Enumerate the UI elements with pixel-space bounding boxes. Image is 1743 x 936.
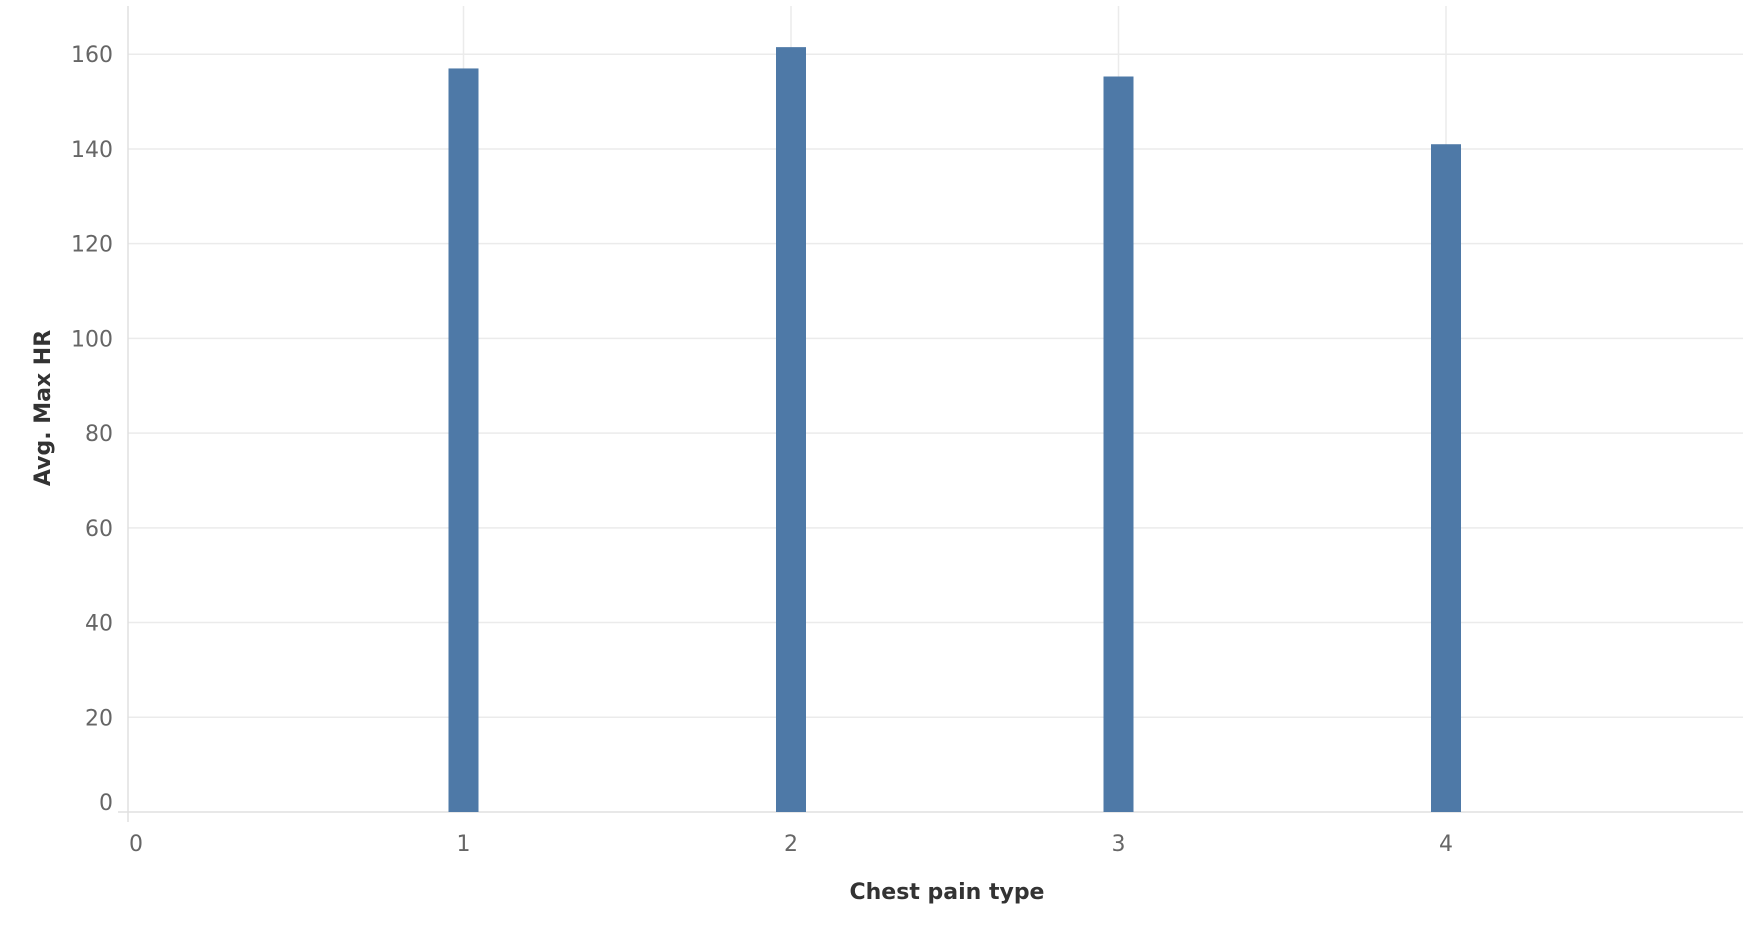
y-tick-label: 140	[71, 138, 113, 163]
bar-chest-pain-type-1	[448, 68, 479, 812]
y-gridlines	[128, 53, 1743, 719]
y-tick-labels: 0 20 40 60 80 100 120 140 160	[71, 43, 113, 816]
x-tick-label: 3	[1112, 832, 1126, 857]
y-tick-label: 80	[85, 422, 113, 447]
y-tick-label: 20	[85, 706, 113, 731]
y-tick-label: 40	[85, 612, 113, 637]
x-tick-label: 1	[457, 832, 471, 857]
y-tick-label: 100	[71, 327, 113, 352]
x-axis-title: Chest pain type	[850, 880, 1045, 905]
x-tick-labels: 0 1 2 3 4	[129, 832, 1453, 857]
bars	[448, 47, 1461, 813]
x-gridlines	[462, 6, 1447, 812]
bar-chest-pain-type-3	[1103, 76, 1134, 812]
bar-chest-pain-type-4	[1431, 144, 1461, 812]
y-tick-label: 0	[99, 791, 113, 816]
bar-chest-pain-type-2	[776, 47, 806, 813]
x-tick-label: 4	[1439, 832, 1453, 857]
y-tick-label: 120	[71, 233, 113, 258]
x-tick-label: 0	[129, 832, 143, 857]
y-tick-label: 160	[71, 43, 113, 68]
y-tick-label: 60	[85, 517, 113, 542]
x-tick-label: 2	[784, 832, 798, 857]
y-axis-title: Avg. Max HR	[31, 330, 56, 486]
